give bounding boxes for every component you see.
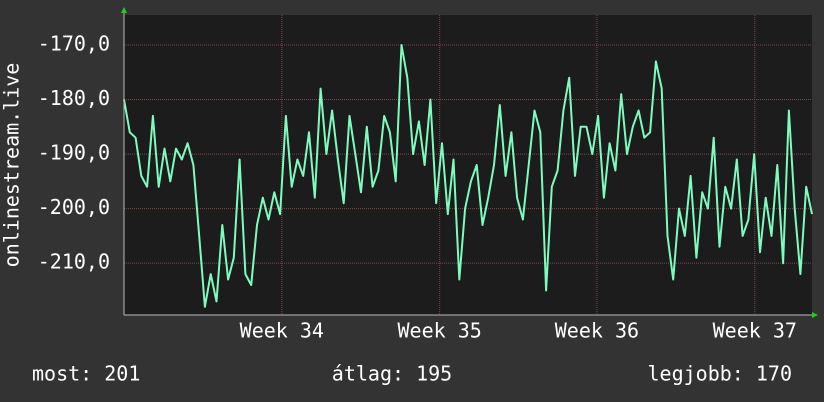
x-axis-arrow [812, 312, 818, 318]
x-tick-label: Week 37 [713, 319, 797, 343]
y-tick-label: -200,0 [38, 195, 110, 219]
y-tick-label: -190,0 [38, 141, 110, 165]
x-tick-label: Week 35 [398, 319, 482, 343]
x-tick-label: Week 36 [555, 319, 639, 343]
x-tick-label: Week 34 [240, 319, 324, 343]
y-tick-label: -170,0 [38, 32, 110, 56]
footer-average: átlag: 195 [332, 362, 452, 386]
footer-current: most: 201 [32, 362, 140, 386]
y-tick-label: -180,0 [38, 86, 110, 110]
data-line [123, 44, 813, 308]
footer-best: legjobb: 170 [648, 362, 793, 386]
y-tick-label: -210,0 [38, 250, 110, 274]
y-axis-label: onlinestream.live [0, 63, 24, 268]
y-axis-arrow [121, 7, 127, 13]
plot: -210,0 -200,0 -190,0 -180,0 -170,0 Week 34 Wee… [38, 15, 813, 343]
